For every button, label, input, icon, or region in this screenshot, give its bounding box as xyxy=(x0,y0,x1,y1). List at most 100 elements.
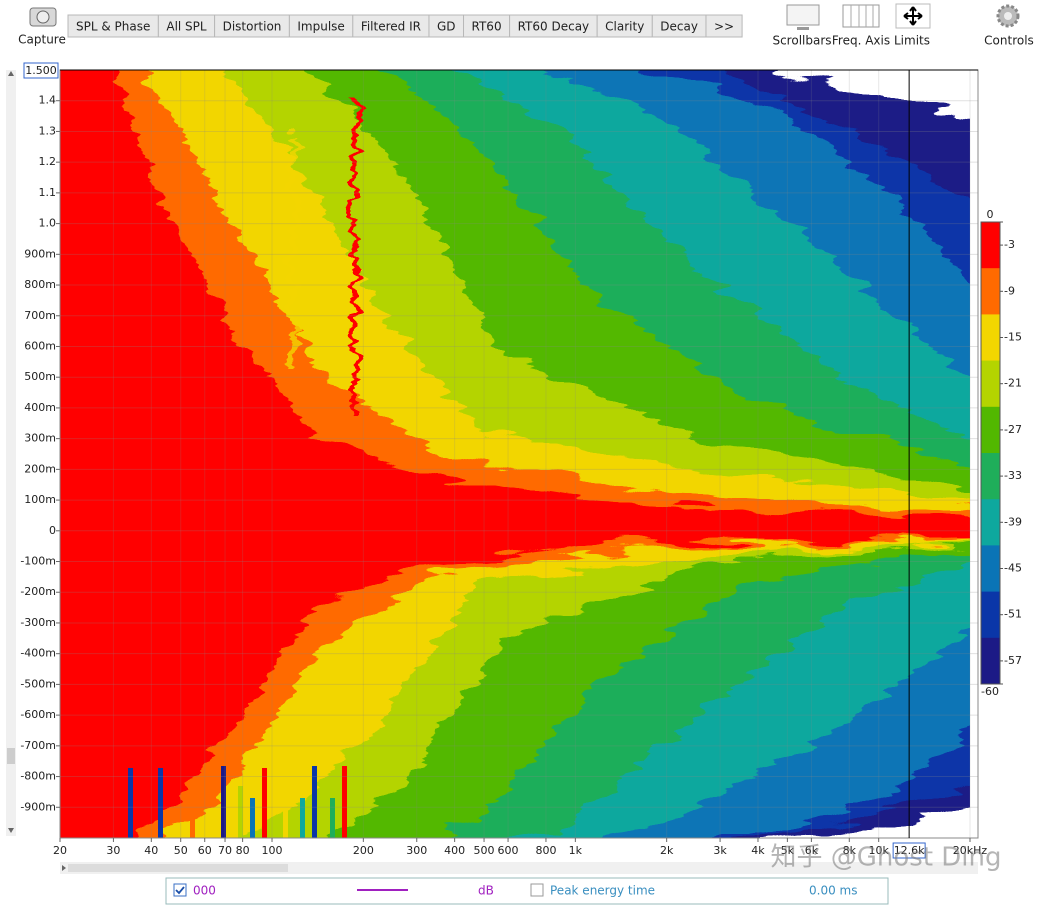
tab-label[interactable]: Distortion xyxy=(223,20,282,34)
h-scroll-thumb[interactable] xyxy=(68,864,288,872)
x-tick-label: 800 xyxy=(535,844,556,857)
x-tick-label: 50 xyxy=(174,844,188,857)
toolbar-button-label[interactable]: Freq. Axis xyxy=(832,34,890,48)
x-tick-label: 5k xyxy=(781,844,795,857)
x-tick-label: 3k xyxy=(713,844,727,857)
tab-label[interactable]: RT60 Decay xyxy=(518,20,590,34)
colorbar-label: -39 xyxy=(1004,515,1022,528)
toolbar-button-label[interactable]: Scrollbars xyxy=(772,34,831,48)
colorbar-band xyxy=(981,637,1000,685)
y-tick-label: 600m xyxy=(24,339,56,352)
y-tick-label: -300m xyxy=(20,616,56,629)
x-cursor-box xyxy=(892,842,926,859)
heat-layer xyxy=(60,70,970,838)
freq-axis-icon[interactable] xyxy=(842,4,880,28)
colorbar-label: -3 xyxy=(1004,238,1015,251)
low-freq-decor xyxy=(312,766,317,838)
colorbar-label: -45 xyxy=(1004,562,1022,575)
y-tick-label: 800m xyxy=(24,278,56,291)
legend-unit: dB xyxy=(478,884,494,898)
x-tick-label: 500 xyxy=(474,844,495,857)
legend-checkbox[interactable] xyxy=(173,883,187,897)
v-scrollbar[interactable] xyxy=(6,70,16,836)
low-freq-decor xyxy=(250,798,255,838)
x-tick-label: 20kHz xyxy=(953,844,988,857)
legend-check[interactable] xyxy=(175,886,185,895)
resonance-streak xyxy=(352,100,357,420)
colorbar-label: 0 xyxy=(987,208,994,221)
scrollbars-icon[interactable] xyxy=(786,4,820,30)
y-tick-label: 1.3 xyxy=(39,124,57,137)
toolbar-button-label[interactable]: Controls xyxy=(984,34,1034,48)
y-tick-label: 900m xyxy=(24,247,56,260)
y-tick-label: -900m xyxy=(20,800,56,813)
limits-icon[interactable] xyxy=(895,3,931,29)
capture-label[interactable]: Capture xyxy=(18,33,66,47)
colorbar-label: -51 xyxy=(1004,608,1022,621)
legend-second-label: Peak energy time xyxy=(550,884,655,898)
tab-label[interactable]: GD xyxy=(437,20,456,34)
tab-label[interactable]: >> xyxy=(714,20,734,34)
x-tick-label: 200 xyxy=(353,844,374,857)
y-tick-label: 500m xyxy=(24,370,56,383)
tab-label[interactable]: RT60 xyxy=(472,20,502,34)
x-tick-label: 300 xyxy=(406,844,427,857)
low-freq-decor xyxy=(342,766,347,838)
colorbar-frame xyxy=(980,221,1001,685)
y-tick-label: -500m xyxy=(20,677,56,690)
tab-label[interactable]: Filtered IR xyxy=(361,20,421,34)
legend-second-value: 0.00 ms xyxy=(809,884,857,898)
y-tick-label: 1.4 xyxy=(39,94,57,107)
legend-series-name: 000 xyxy=(193,884,216,898)
capture-icon[interactable] xyxy=(29,7,57,27)
colorbar-label: -60 xyxy=(981,685,999,698)
low-freq-decor xyxy=(190,798,195,838)
y-cursor-label: 1.500 xyxy=(25,64,57,77)
y-cursor-box xyxy=(23,62,59,79)
colorbar-band xyxy=(981,222,1000,269)
x-tick-label: 10k xyxy=(869,844,890,857)
heat-layers xyxy=(60,70,970,838)
y-tick-label: -600m xyxy=(20,708,56,721)
tab-label[interactable]: Impulse xyxy=(297,20,344,34)
low-freq-decor xyxy=(300,798,305,838)
colorbar-band xyxy=(981,499,1000,546)
y-tick-label: 1.0 xyxy=(39,217,57,230)
y-tick-label: -100m xyxy=(20,555,56,568)
tab-label[interactable]: Clarity xyxy=(605,20,644,34)
tab-label[interactable]: SPL & Phase xyxy=(76,20,150,34)
low-freq-decor xyxy=(262,768,267,838)
colorbar-band xyxy=(981,591,1000,639)
h-scrollbar[interactable] xyxy=(60,862,978,874)
colorbar-band xyxy=(981,360,1000,408)
x-tick-label: 100 xyxy=(262,844,283,857)
x-tick-label: 70 xyxy=(218,844,232,857)
colorbar-label: -33 xyxy=(1004,469,1022,482)
low-freq-decor xyxy=(221,766,226,838)
x-tick-label: 30 xyxy=(106,844,120,857)
x-tick-label: 400 xyxy=(444,844,465,857)
y-tick-label: 1.2 xyxy=(39,155,57,168)
y-tick-label: 1.1 xyxy=(39,186,57,199)
tab-label[interactable]: Decay xyxy=(660,20,698,34)
y-tick-label: 200m xyxy=(24,462,56,475)
watermark: 知乎 @Ghost Ding xyxy=(770,843,1001,873)
scroll-arrow[interactable] xyxy=(62,865,66,871)
toolbar-button-label[interactable]: Limits xyxy=(894,34,930,48)
tab[interactable] xyxy=(705,14,743,38)
y-tick-label: 100m xyxy=(24,493,56,506)
colorbar-band xyxy=(981,545,1000,593)
colorbar-band xyxy=(981,406,1000,454)
tab-label[interactable]: All SPL xyxy=(166,20,207,34)
controls-icon[interactable] xyxy=(996,4,1020,28)
colorbar-label: -27 xyxy=(1004,423,1022,436)
x-tick-label: 1k xyxy=(569,844,583,857)
y-tick-label: -800m xyxy=(20,770,56,783)
v-scroll-thumb[interactable] xyxy=(7,748,15,764)
legend-box xyxy=(165,877,889,905)
legend-checkbox[interactable] xyxy=(530,883,544,897)
x-tick-label: 4k xyxy=(751,844,765,857)
y-tick-label: 700m xyxy=(24,309,56,322)
colorbar-label: -21 xyxy=(1004,377,1022,390)
